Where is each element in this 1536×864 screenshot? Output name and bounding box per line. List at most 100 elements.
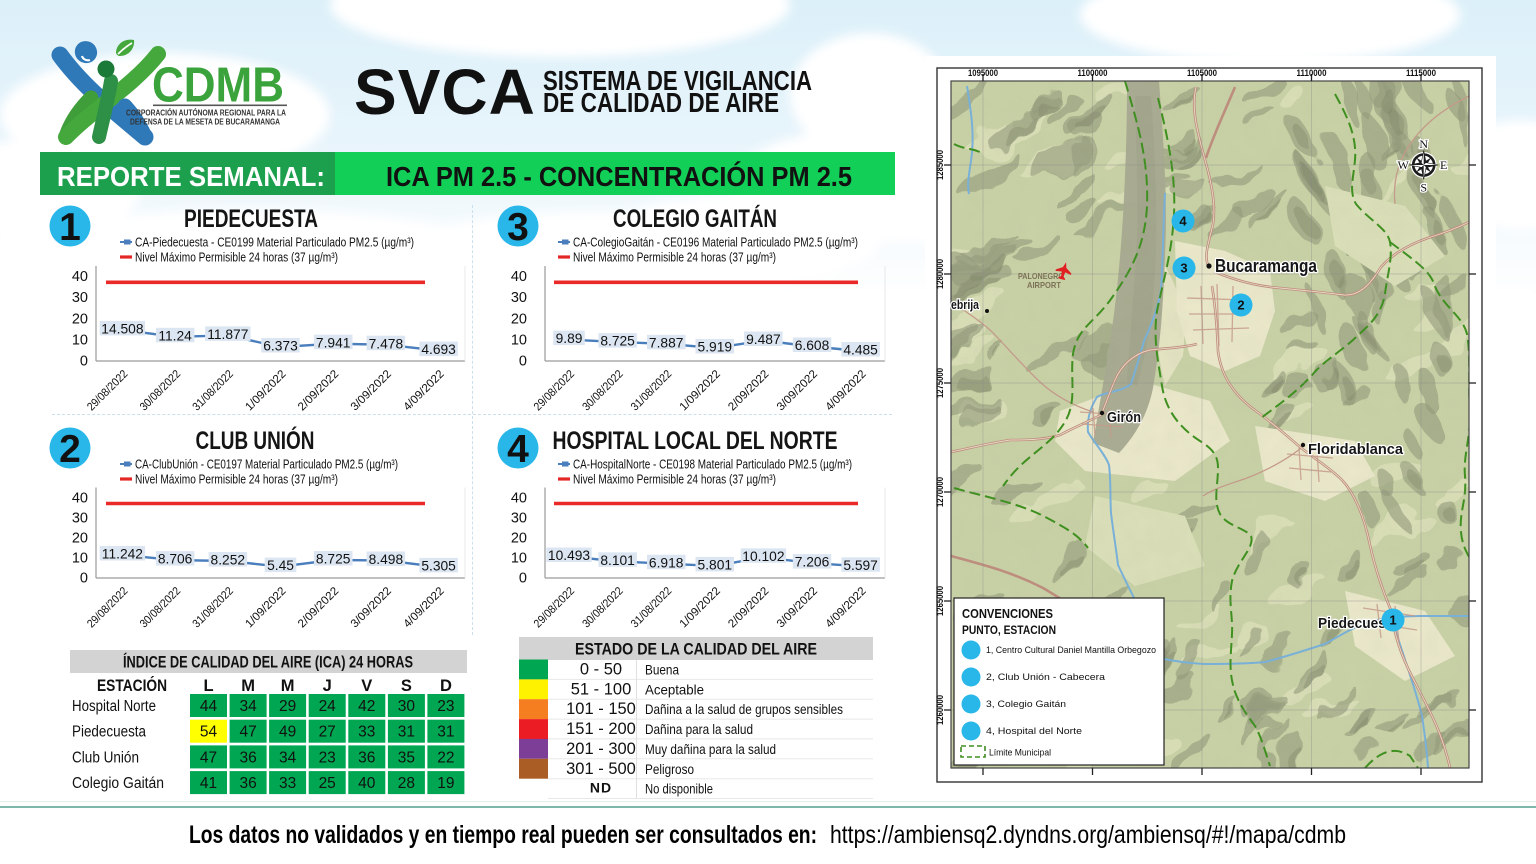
svg-text:47: 47 xyxy=(239,724,256,741)
svg-text:Hospital Norte: Hospital Norte xyxy=(72,698,156,715)
svg-text:30/08/2022: 30/08/2022 xyxy=(580,368,625,413)
svg-text:20: 20 xyxy=(511,311,527,327)
svg-text:42: 42 xyxy=(358,698,375,715)
svg-text:2/09/2022: 2/09/2022 xyxy=(726,585,771,630)
svg-text:40: 40 xyxy=(72,491,88,507)
svg-text:2/09/2022: 2/09/2022 xyxy=(726,368,771,413)
svg-text:S: S xyxy=(1420,181,1427,195)
svg-text:Muy dañina para la salud: Muy dañina para la salud xyxy=(645,742,776,757)
svg-text:8.725: 8.725 xyxy=(316,552,351,567)
svg-text:14.508: 14.508 xyxy=(101,322,144,337)
svg-text:0: 0 xyxy=(519,571,527,587)
svg-text:N: N xyxy=(1419,137,1428,151)
svg-text:Límite Municipal: Límite Municipal xyxy=(989,748,1051,758)
svg-text:30/08/2022: 30/08/2022 xyxy=(580,585,625,630)
svg-text:1105000: 1105000 xyxy=(1187,68,1217,79)
svg-text:11.242: 11.242 xyxy=(102,547,143,562)
svg-text:3: 3 xyxy=(1180,261,1187,276)
svg-text:CA-ColegioGaitán - CE0196 Mat: CA-ColegioGaitán - CE0196 Material Parti… xyxy=(573,236,858,250)
svg-text:10: 10 xyxy=(72,332,88,348)
svg-text:1275000: 1275000 xyxy=(935,368,946,398)
svg-text:4: 4 xyxy=(507,428,529,471)
svg-text:31/08/2022: 31/08/2022 xyxy=(629,585,674,630)
svg-text:HOSPITAL LOCAL DEL NORTE: HOSPITAL LOCAL DEL NORTE xyxy=(553,427,838,455)
svg-text:20: 20 xyxy=(511,531,527,547)
svg-text:47: 47 xyxy=(200,749,217,766)
svg-text:1/09/2022: 1/09/2022 xyxy=(678,368,723,413)
svg-text:8.252: 8.252 xyxy=(211,553,246,568)
svg-text:40: 40 xyxy=(511,491,527,507)
svg-text:1110000: 1110000 xyxy=(1297,68,1327,79)
svg-text:S: S xyxy=(401,677,412,695)
svg-text:1100000: 1100000 xyxy=(1078,68,1108,79)
svg-text:29/08/2022: 29/08/2022 xyxy=(532,585,577,630)
svg-text:22: 22 xyxy=(437,749,454,766)
svg-text:0 - 50: 0 - 50 xyxy=(580,661,622,679)
svg-text:40: 40 xyxy=(511,269,527,285)
svg-text:10.493: 10.493 xyxy=(548,548,591,563)
svg-text:44: 44 xyxy=(200,698,218,715)
svg-text:4: 4 xyxy=(1179,214,1187,229)
svg-text:51 - 100: 51 - 100 xyxy=(571,680,632,698)
svg-text:7.887: 7.887 xyxy=(649,335,684,350)
svg-text:PIEDECUESTA: PIEDECUESTA xyxy=(184,205,318,233)
svg-text:Aceptable: Aceptable xyxy=(645,682,704,697)
svg-text:4/09/2022: 4/09/2022 xyxy=(401,368,446,413)
svg-text:4/09/2022: 4/09/2022 xyxy=(401,585,446,630)
svg-text:10: 10 xyxy=(511,551,527,567)
svg-text:8.101: 8.101 xyxy=(600,553,635,568)
svg-text:9.89: 9.89 xyxy=(556,331,583,346)
svg-text:7.941: 7.941 xyxy=(316,335,351,350)
svg-text:20: 20 xyxy=(72,311,88,327)
svg-text:0: 0 xyxy=(80,354,88,370)
svg-text:V: V xyxy=(361,677,372,695)
svg-text:6.608: 6.608 xyxy=(795,338,830,353)
svg-text:1/09/2022: 1/09/2022 xyxy=(678,585,723,630)
svg-text:34: 34 xyxy=(279,749,297,766)
svg-text:Nivel Máximo Permisible 24: Nivel Máximo Permisible 24 horas (37 µg/… xyxy=(573,473,776,487)
svg-text:5.919: 5.919 xyxy=(698,340,733,355)
svg-text:1270000: 1270000 xyxy=(935,477,946,507)
svg-text:30: 30 xyxy=(72,290,88,306)
svg-text:31: 31 xyxy=(437,724,454,741)
svg-text:Nivel Máximo Permisible 24: Nivel Máximo Permisible 24 horas (37 µg/… xyxy=(135,473,338,487)
svg-text:29: 29 xyxy=(279,698,296,715)
svg-text:DE CALIDAD DE AIRE: DE CALIDAD DE AIRE xyxy=(543,87,779,118)
svg-text:1: 1 xyxy=(59,206,81,249)
svg-text:1: 1 xyxy=(1389,613,1396,628)
svg-text:33: 33 xyxy=(279,775,296,792)
svg-text:2, Club Unión - Cabecera: 2, Club Unión - Cabecera xyxy=(986,672,1106,683)
svg-text:SISTEMA DE VIGILANCIA: SISTEMA DE VIGILANCIA xyxy=(543,65,812,96)
svg-text:30: 30 xyxy=(72,511,88,527)
svg-text:PALONEGRO: PALONEGRO xyxy=(1018,271,1064,281)
svg-text:29/08/2022: 29/08/2022 xyxy=(85,368,130,413)
svg-text:29/08/2022: 29/08/2022 xyxy=(532,368,577,413)
svg-text:CA-Piedecuesta - CE0199 Mater: CA-Piedecuesta - CE0199 Material Particu… xyxy=(135,236,414,250)
svg-text:3/09/2022: 3/09/2022 xyxy=(349,368,394,413)
svg-text:5.597: 5.597 xyxy=(843,558,878,573)
svg-text:Peligroso: Peligroso xyxy=(645,762,694,777)
svg-text:Bucaramanga: Bucaramanga xyxy=(1215,256,1318,276)
svg-text:Piedecuesta: Piedecuesta xyxy=(1318,615,1399,632)
svg-text:54: 54 xyxy=(200,724,218,741)
svg-text:ICA PM 2.5 - CONCENTRACIÓN PM: ICA PM 2.5 - CONCENTRACIÓN PM 2.5 xyxy=(386,161,852,192)
svg-text:Colegio Gaitán: Colegio Gaitán xyxy=(72,775,164,792)
svg-text:1115000: 1115000 xyxy=(1406,68,1436,79)
svg-text:30: 30 xyxy=(398,698,416,715)
svg-text:5.45: 5.45 xyxy=(267,558,294,573)
svg-text:8.706: 8.706 xyxy=(158,552,193,567)
svg-text:3/09/2022: 3/09/2022 xyxy=(775,368,820,413)
svg-text:2/09/2022: 2/09/2022 xyxy=(296,368,341,413)
svg-text:4.693: 4.693 xyxy=(421,342,456,357)
svg-text:3/09/2022: 3/09/2022 xyxy=(775,585,820,630)
svg-text:3, Colegio Gaitán: 3, Colegio Gaitán xyxy=(986,699,1066,710)
svg-text:11.877: 11.877 xyxy=(207,327,248,342)
svg-text:Nivel Máximo Permisible 24: Nivel Máximo Permisible 24 horas (37 µg/… xyxy=(135,251,338,265)
svg-text:27: 27 xyxy=(319,724,336,741)
svg-text:7.478: 7.478 xyxy=(369,336,404,351)
svg-text:ESTACIÓN: ESTACIÓN xyxy=(97,676,167,695)
svg-text:19: 19 xyxy=(437,775,454,792)
svg-text:31/08/2022: 31/08/2022 xyxy=(191,585,236,630)
svg-text:1265000: 1265000 xyxy=(935,586,946,616)
svg-text:REPORTE SEMANAL:: REPORTE SEMANAL: xyxy=(57,161,325,192)
